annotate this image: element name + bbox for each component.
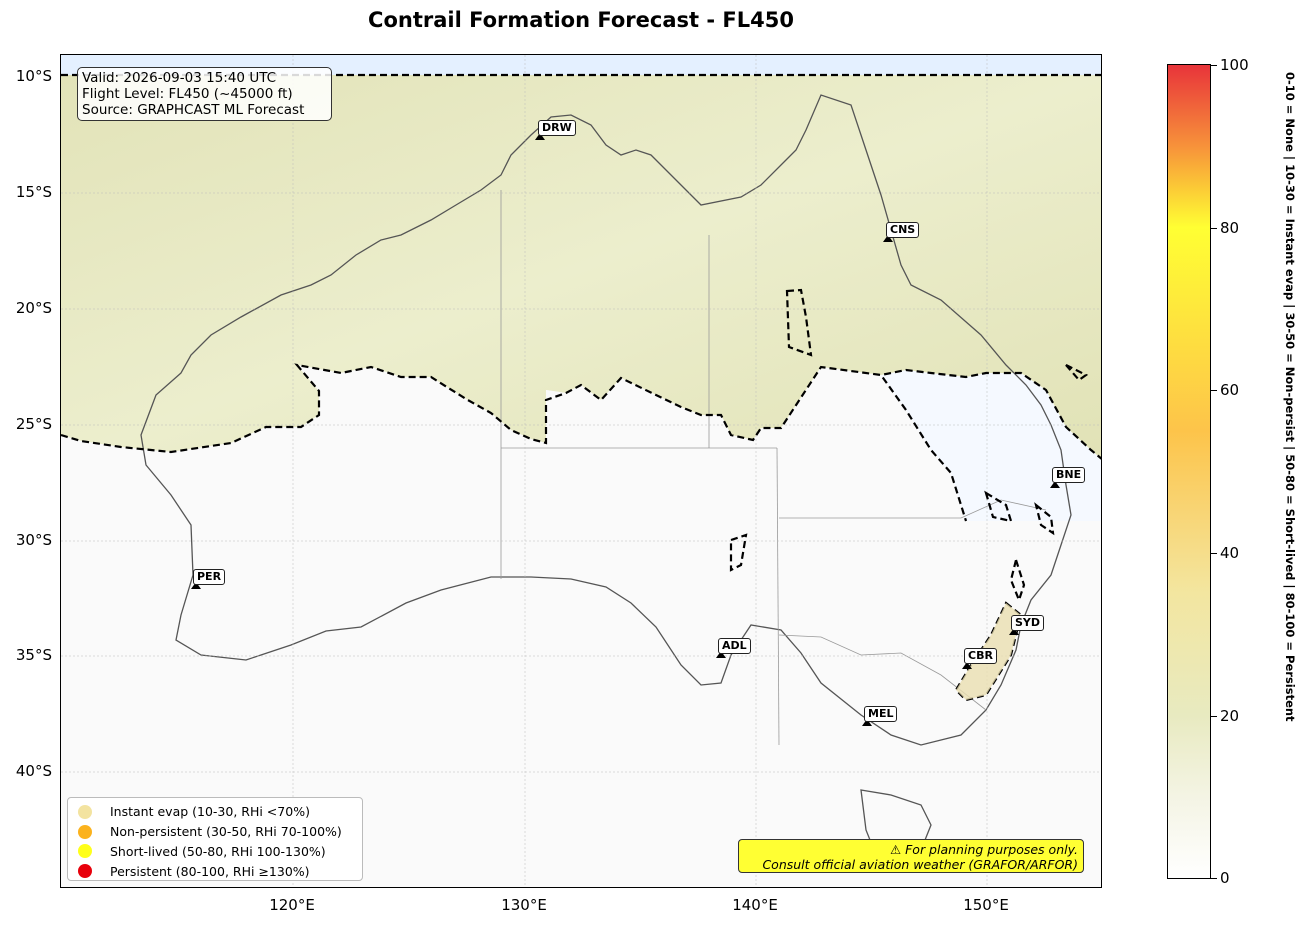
legend-swatch: [78, 864, 92, 879]
colorbar-category-text: 0-10 = None | 10-30 = Instant evap | 30-…: [1283, 72, 1297, 722]
colorbar-tick: [1211, 716, 1217, 717]
legend-label: Instant evap (10-30, RHi <70%): [110, 804, 310, 820]
colorbar-tick-label: 0: [1220, 869, 1230, 887]
colorbar-tick: [1211, 878, 1217, 879]
legend-item: Non-persistent (30-50, RHi 70-100%): [78, 822, 362, 842]
city-marker-mel: [862, 719, 872, 726]
colorbar-tick: [1211, 390, 1217, 391]
lat-label: 10°S: [15, 67, 52, 85]
colorbar-side-label: 0-10 = None | 10-30 = Instant evap | 30-…: [1283, 72, 1297, 872]
colorbar: [1167, 64, 1211, 879]
chart-title: Contrail Formation Forecast - FL450: [368, 8, 794, 32]
city-marker-per: [191, 582, 201, 589]
city-label-per[interactable]: PER: [193, 569, 226, 585]
lat-label: 20°S: [15, 299, 52, 317]
city-marker-bne: [1050, 481, 1060, 488]
risk-contours: [61, 73, 1101, 702]
legend-label: Persistent (80-100, RHi ≥130%): [110, 863, 310, 879]
lat-label: 35°S: [15, 646, 52, 664]
lat-label: 15°S: [15, 183, 52, 201]
city-marker-drw: [535, 133, 545, 140]
disclaimer-line2: Consult official aviation weather (GRAFO…: [762, 857, 1078, 872]
lon-label: 150°E: [963, 896, 1009, 914]
graticule: [61, 55, 1101, 887]
lat-label: 40°S: [15, 762, 52, 780]
low-risk-region: [61, 75, 1101, 459]
city-marker-adl: [716, 651, 726, 658]
legend-label: Non-persistent (30-50, RHi 70-100%): [110, 824, 342, 840]
city-label-cns[interactable]: CNS: [886, 222, 920, 238]
no-risk-region: [61, 365, 1101, 887]
lon-label: 120°E: [269, 896, 315, 914]
colorbar-tick: [1211, 65, 1217, 66]
colorbar-tick-label: 60: [1220, 381, 1240, 399]
legend-item: Persistent (80-100, RHi ≥130%): [78, 861, 362, 881]
forecast-source: Source: GRAPHCAST ML Forecast: [82, 102, 305, 118]
map-panel[interactable]: [60, 54, 1102, 888]
city-label-bne[interactable]: BNE: [1052, 467, 1086, 483]
legend-label: Short-lived (50-80, RHi 100-130%): [110, 843, 326, 859]
city-label-syd[interactable]: SYD: [1011, 615, 1045, 631]
legend-swatch: [78, 824, 92, 839]
flight-level: Flight Level: FL450 (~45000 ft): [82, 86, 293, 102]
legend-swatch: [78, 804, 92, 819]
city-label-mel[interactable]: MEL: [864, 706, 898, 722]
city-label-drw[interactable]: DRW: [538, 120, 576, 136]
city-label-cbr[interactable]: CBR: [964, 648, 997, 664]
legend-item: Instant evap (10-30, RHi <70%): [78, 802, 362, 822]
legend-swatch: [78, 844, 92, 859]
colorbar-tick: [1211, 553, 1217, 554]
legend: Instant evap (10-30, RHi <70%) Non-persi…: [67, 797, 363, 881]
city-label-adl[interactable]: ADL: [718, 638, 751, 654]
colorbar-tick-label: 20: [1220, 707, 1240, 725]
valid-time: Valid: 2026-09-03 15:40 UTC: [82, 70, 277, 86]
city-marker-cbr: [962, 662, 972, 669]
lat-label: 25°S: [15, 415, 52, 433]
colorbar-tick: [1211, 228, 1217, 229]
map-canvas: [61, 55, 1101, 887]
colorbar-tick-label: 80: [1220, 219, 1240, 237]
forecast-info-box: Valid: 2026-09-03 15:40 UTC Flight Level…: [77, 67, 332, 121]
lon-label: 140°E: [732, 896, 778, 914]
city-marker-cns: [883, 235, 893, 242]
city-marker-syd: [1009, 628, 1019, 635]
disclaimer-note: ⚠ For planning purposes only. Consult of…: [738, 839, 1084, 873]
lat-label: 30°S: [15, 531, 52, 549]
legend-item: Short-lived (50-80, RHi 100-130%): [78, 842, 362, 862]
lon-label: 130°E: [501, 896, 547, 914]
colorbar-tick-label: 100: [1220, 56, 1249, 74]
colorbar-tick-label: 40: [1220, 544, 1240, 562]
state-borders: [500, 190, 1047, 746]
disclaimer-line1: ⚠ For planning purposes only.: [890, 842, 1078, 857]
